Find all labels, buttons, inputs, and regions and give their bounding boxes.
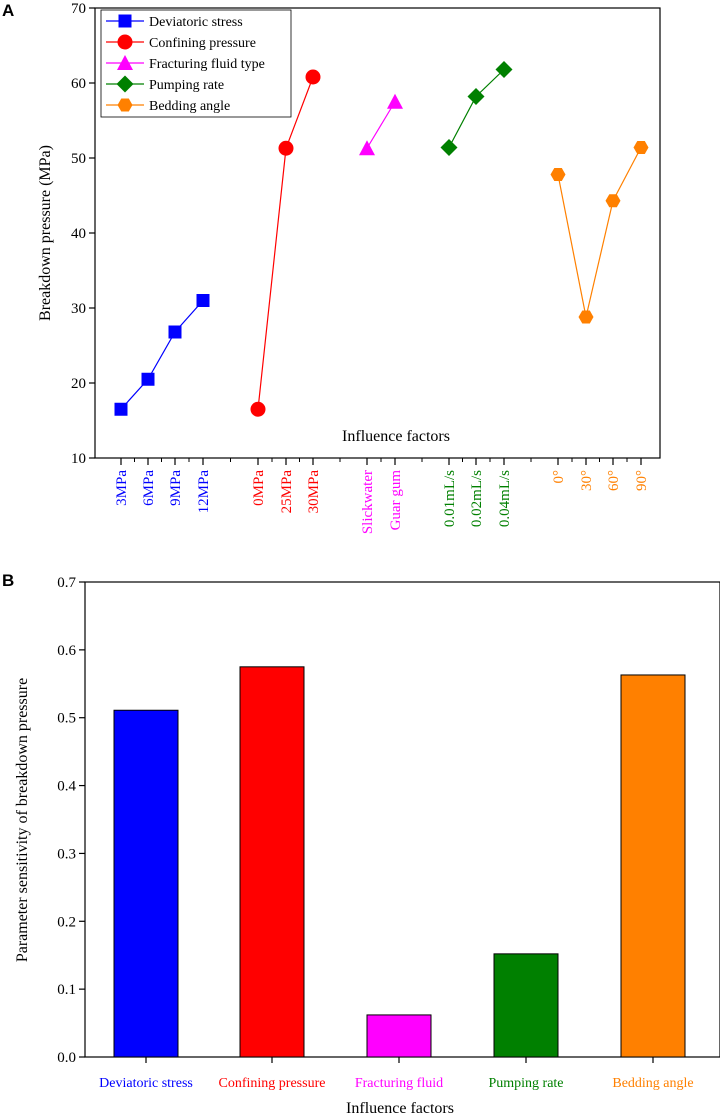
- chart-b-y-tick-label: 0.0: [57, 1050, 76, 1066]
- legend-marker-fracturing-fluid-type: [117, 55, 133, 70]
- series-line-fracturing-fluid-type: [366, 101, 396, 149]
- chart-a-y-tick-label: 70: [71, 1, 86, 17]
- chart-a-y-tick-label: 50: [71, 151, 86, 167]
- chart-a-breakdown-pressure: 10 20 30 40 50 60 70 Influence factors Breakdo…: [37, 1, 661, 534]
- level-label-0-04ml-s: 0.04mL/s: [497, 470, 513, 527]
- chart-a-y-axis-title: Breakdown pressure (MPa): [37, 145, 54, 321]
- data-point-confining-pressure: [305, 69, 321, 85]
- data-point-bedding-angle: [550, 168, 566, 181]
- data-point-pumping-rate: [467, 88, 485, 105]
- chart-a-y-tick-label: 60: [71, 76, 86, 92]
- chart-b-y-tick-label: 0.1: [57, 982, 76, 998]
- category-label-confining-pressure: Confining pressure: [219, 1076, 326, 1091]
- chart-b-y-axis-title: Parameter sensitivity of breakdown press…: [14, 678, 31, 962]
- data-point-deviatoric-stress: [141, 372, 155, 386]
- level-label-slickwater: Slickwater: [360, 470, 376, 534]
- data-point-bedding-angle: [633, 141, 649, 154]
- legend-label: Pumping rate: [149, 78, 224, 93]
- data-point-fracturing-fluid-type: [359, 140, 375, 156]
- legend-item-deviatoric-stress: Deviatoric stress: [106, 14, 243, 30]
- chart-a-level-labels: 3MPa 6MPa 9MPa 12MPa 0MPa 25MPa 30MPa Slickwate…: [114, 470, 650, 534]
- category-label-fracturing-fluid: Fracturing fluid: [355, 1076, 443, 1091]
- panel-a-label: A: [2, 1, 14, 20]
- chart-b-y-tick-label: 0.2: [57, 914, 76, 930]
- level-label-9mpa: 9MPa: [168, 470, 184, 506]
- chart-a-y-tick-label: 30: [71, 301, 86, 317]
- bar-fracturing-fluid: [366, 1014, 432, 1058]
- level-label-0-01ml-s: 0.01mL/s: [442, 470, 458, 527]
- level-label-12mpa: 12MPa: [196, 470, 212, 514]
- legend-item-confining-pressure: Confining pressure: [106, 34, 256, 51]
- chart-b-y-tick-label: 0.6: [57, 643, 76, 659]
- chart-a-y-axis: 10 20 30 40 50 60 70: [71, 1, 95, 467]
- chart-a-y-tick-label: 20: [71, 376, 86, 392]
- chart-a-x-axis-title: Influence factors: [342, 428, 450, 445]
- data-point-bedding-angle: [605, 194, 621, 208]
- chart-b-x-axis-title: Influence factors: [346, 1100, 454, 1117]
- panel-b-label: B: [2, 571, 14, 590]
- chart-a-x-axis: [120, 458, 642, 465]
- bar-deviatoric-stress: [113, 709, 179, 1058]
- bar-pumping-rate: [493, 953, 559, 1058]
- series-line-pumping-rate: [448, 69, 505, 148]
- chart-b-y-tick-label: 0.7: [57, 575, 76, 591]
- level-label-0mpa: 0MPa: [251, 470, 267, 506]
- data-point-deviatoric-stress: [114, 402, 128, 416]
- data-point-pumping-rate: [495, 61, 513, 78]
- series-line-deviatoric-stress: [120, 300, 204, 410]
- level-label-guar-gum: Guar gum: [388, 470, 404, 531]
- legend-marker-confining-pressure: [117, 34, 133, 50]
- chart-b-y-tick-label: 0.5: [57, 711, 76, 727]
- legend-item-pumping-rate: Pumping rate: [106, 75, 224, 93]
- chart-b-y-tick-label: 0.3: [57, 846, 76, 862]
- chart-a-y-tick-label: 10: [71, 451, 86, 467]
- legend-marker-pumping-rate: [116, 75, 134, 93]
- data-point-confining-pressure: [278, 140, 294, 156]
- chart-a-series: [114, 61, 649, 417]
- level-label-30: 30°: [579, 470, 595, 491]
- chart-a-legend: Deviatoric stress Confining pressure Fract…: [100, 9, 292, 118]
- data-point-confining-pressure: [250, 401, 266, 417]
- bar-confining-pressure: [239, 666, 305, 1058]
- legend-item-fracturing-fluid-type: Fracturing fluid type: [106, 55, 265, 72]
- data-point-deviatoric-stress: [168, 325, 182, 339]
- legend-label: Bedding angle: [149, 99, 230, 114]
- chart-b-y-tick-label: 0.4: [57, 779, 76, 795]
- series-line-bedding-angle: [557, 147, 642, 318]
- series-confining-pressure: [250, 69, 321, 417]
- category-label-pumping-rate: Pumping rate: [488, 1076, 563, 1091]
- chart-b-bars: [113, 666, 686, 1063]
- category-label-bedding-angle: Bedding angle: [612, 1076, 693, 1091]
- series-pumping-rate: [440, 61, 513, 156]
- legend-label: Confining pressure: [149, 36, 256, 51]
- data-point-bedding-angle: [578, 310, 594, 324]
- series-bedding-angle: [550, 141, 649, 324]
- level-label-0-02ml-s: 0.02mL/s: [469, 470, 485, 527]
- level-label-0: 0°: [551, 470, 567, 484]
- data-point-deviatoric-stress: [196, 294, 210, 307]
- data-point-pumping-rate: [440, 139, 458, 156]
- level-label-3mpa: 3MPa: [114, 470, 130, 506]
- chart-b-parameter-sensitivity: 0.0 0.1 0.2 0.3 0.4 0.5 0.6 0.7 Deviatoric stre…: [14, 575, 720, 1117]
- level-label-60: 60°: [606, 470, 622, 491]
- chart-b-y-axis: 0.0 0.1 0.2 0.3 0.4 0.5 0.6 0.7: [57, 575, 85, 1066]
- legend-marker-bedding-angle: [117, 98, 133, 112]
- level-label-30mpa: 30MPa: [306, 470, 322, 514]
- chart-b-category-labels: Deviatoric stress Confining pressure Fract…: [99, 1076, 693, 1091]
- series-deviatoric-stress: [114, 294, 210, 416]
- level-label-90: 90°: [634, 470, 650, 491]
- series-fracturing-fluid-type: [359, 93, 403, 156]
- legend-label: Deviatoric stress: [149, 15, 243, 30]
- chart-a-y-tick-label: 40: [71, 226, 86, 242]
- data-point-fracturing-fluid-type: [387, 93, 403, 109]
- series-line-confining-pressure: [257, 76, 314, 410]
- legend-item-bedding-angle: Bedding angle: [106, 98, 230, 114]
- level-label-6mpa: 6MPa: [141, 470, 157, 506]
- legend-marker-deviatoric-stress: [118, 14, 132, 28]
- category-label-deviatoric-stress: Deviatoric stress: [99, 1076, 193, 1091]
- level-label-25mpa: 25MPa: [279, 470, 295, 514]
- bar-bedding-angle: [620, 674, 686, 1058]
- legend-label: Fracturing fluid type: [149, 57, 265, 72]
